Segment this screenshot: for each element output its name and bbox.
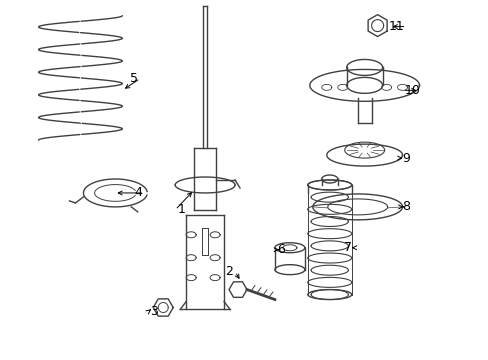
- Text: 2: 2: [224, 265, 233, 278]
- Text: 7: 7: [343, 241, 351, 254]
- Text: 3: 3: [150, 305, 158, 318]
- Text: 6: 6: [276, 243, 284, 256]
- Text: 5: 5: [130, 72, 138, 85]
- Text: 10: 10: [404, 84, 420, 97]
- Text: 8: 8: [402, 201, 410, 213]
- Text: 9: 9: [402, 152, 409, 165]
- Text: 11: 11: [388, 20, 404, 33]
- Text: 4: 4: [134, 186, 142, 199]
- Text: 1: 1: [177, 203, 184, 216]
